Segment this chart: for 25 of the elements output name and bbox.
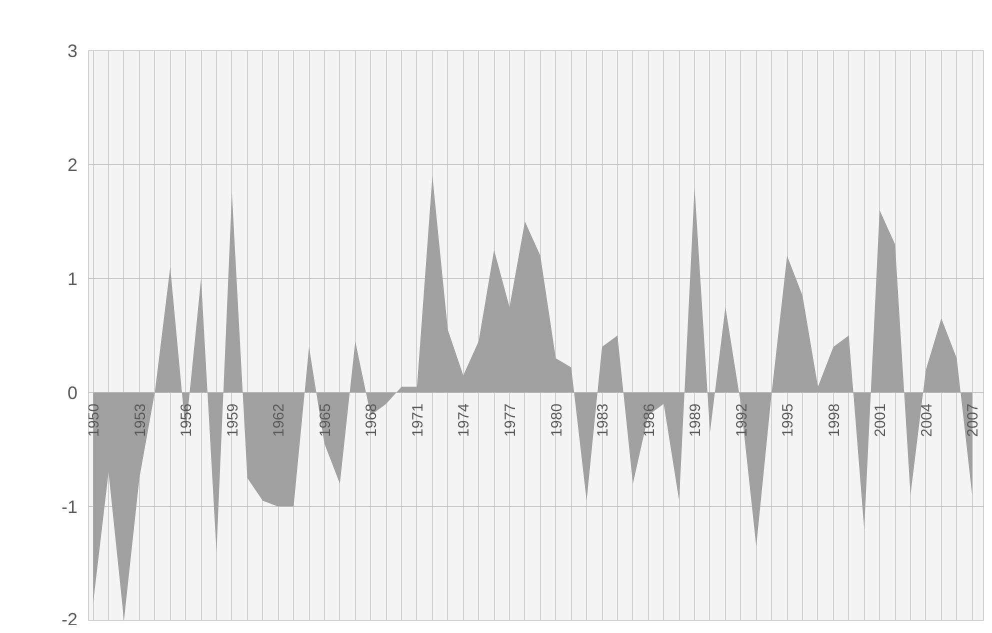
x-tick-label: 1965 [316,403,334,437]
x-tick-label: 1962 [270,403,288,437]
y-tick-label: -1 [61,497,78,517]
y-tick-label: 1 [67,269,78,289]
x-tick-label: 1968 [363,403,380,437]
y-tick-label: 3 [67,41,78,61]
x-tick-label: 2007 [964,403,982,437]
y-tick-label: 2 [67,155,78,175]
x-tick-label: 2004 [918,403,936,437]
y-tick-label: 0 [67,383,78,403]
x-tick-label: 1998 [826,403,843,437]
x-tick-label: 1974 [456,403,473,437]
x-tick-label: 1950 [86,403,103,437]
x-tick-label: 1989 [687,403,704,437]
x-tick-label: 1995 [780,403,797,437]
x-tick-label: 1953 [132,403,149,437]
x-tick-label: 1959 [224,403,242,437]
x-tick-label: 2001 [872,403,890,437]
x-tick-label: 1977 [502,403,520,437]
x-tick-label: 1983 [594,403,612,437]
x-tick-label: 1971 [409,403,426,437]
x-tick-label: 1980 [548,403,566,437]
x-tick-label: 1956 [178,403,196,437]
x-tick-label: 1986 [640,403,658,437]
x-tick-label: 1992 [733,403,750,437]
